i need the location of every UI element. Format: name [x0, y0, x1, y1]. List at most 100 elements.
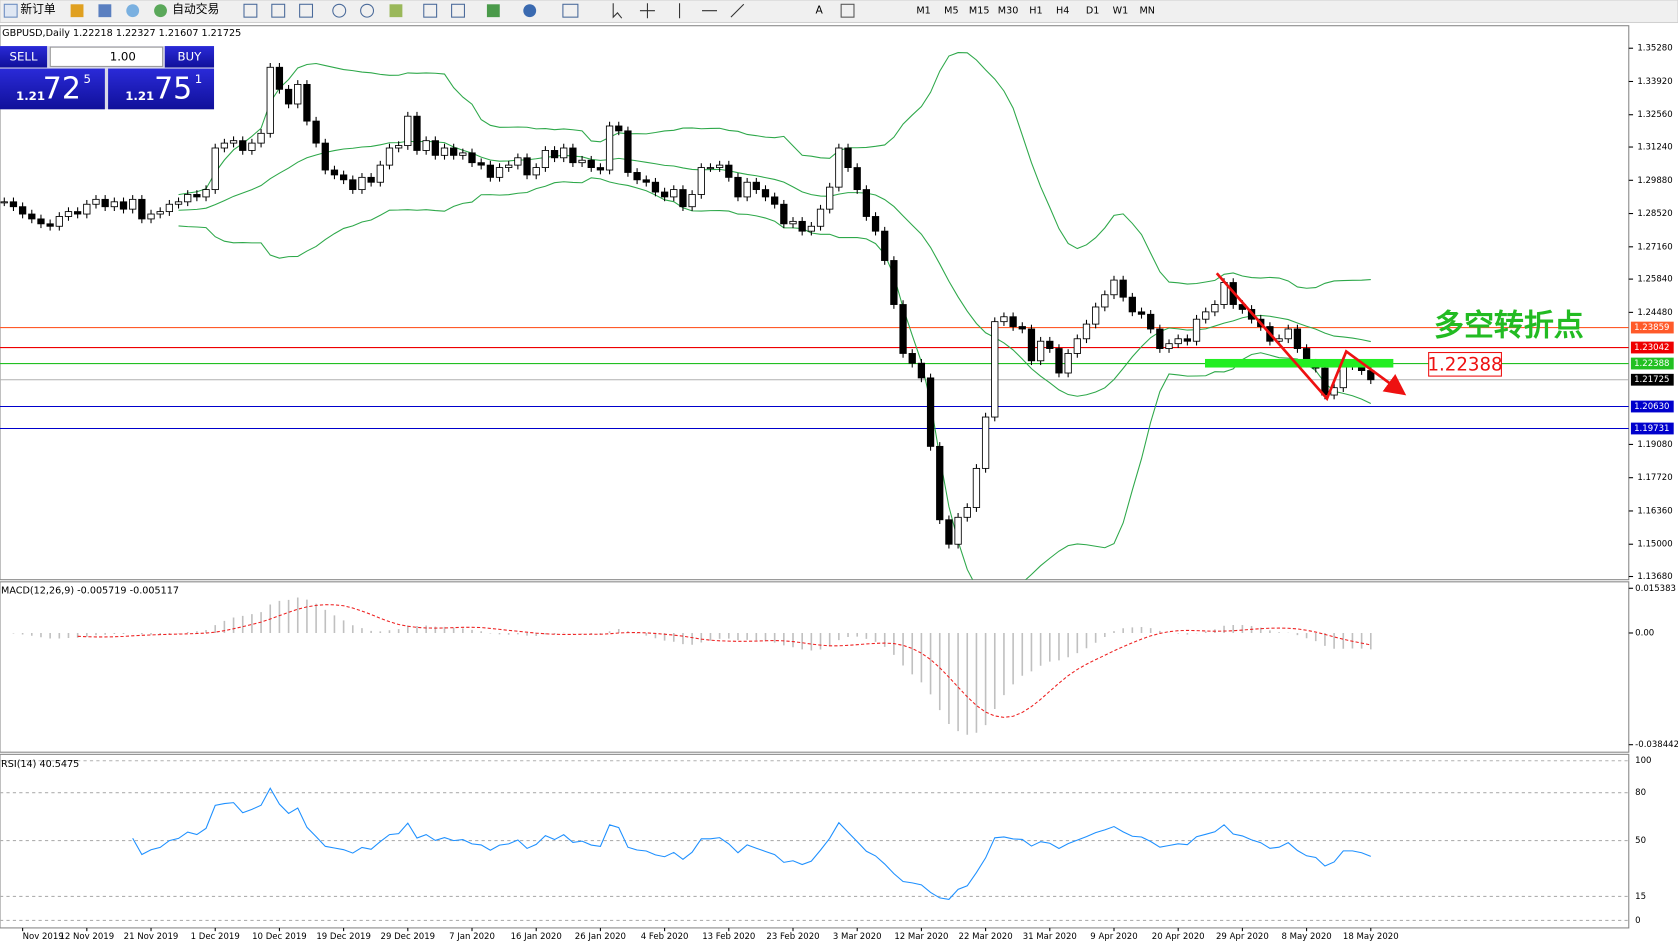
- icon[interactable]: [98, 4, 112, 18]
- timeframe-button[interactable]: M1: [916, 6, 930, 17]
- icon[interactable]: [70, 4, 84, 18]
- candle: [1192, 318, 1201, 342]
- candle: [486, 164, 494, 178]
- line-tools[interactable]: [679, 3, 745, 19]
- buy-button[interactable]: [164, 46, 215, 68]
- sell-button[interactable]: [0, 46, 48, 68]
- price-level-label: 1.19731: [1634, 424, 1669, 434]
- timeframe-button[interactable]: D1: [1086, 6, 1100, 17]
- timeframe-button[interactable]: M30: [998, 6, 1019, 17]
- buy-price-box[interactable]: [108, 68, 215, 110]
- rsi-label: RSI(14) 40.5475: [1, 759, 79, 770]
- candle: [129, 198, 137, 210]
- candle: [395, 145, 403, 149]
- y-tick-label: 1.24480: [1637, 308, 1672, 318]
- timeframe-button[interactable]: M5: [944, 6, 958, 17]
- text-tool[interactable]: A: [815, 4, 823, 17]
- candle: [229, 140, 238, 144]
- candle: [1183, 338, 1192, 342]
- icon[interactable]: [271, 3, 286, 18]
- new-order-button[interactable]: 新订单: [20, 2, 56, 16]
- main-chart-panel: [0, 25, 1630, 581]
- zoom-out[interactable]: [360, 3, 375, 18]
- periods[interactable]: [523, 4, 537, 18]
- candle: [376, 164, 384, 183]
- timeframe-button[interactable]: H4: [1056, 6, 1069, 17]
- y-tick-label: 1.33920: [1637, 77, 1672, 87]
- label-tool[interactable]: [840, 3, 855, 18]
- candle: [321, 142, 329, 171]
- candle: [330, 169, 339, 176]
- trade-panel: SELL 1.00 BUY 1.21 72 5 1.21 75 1: [0, 46, 215, 110]
- candle: [74, 211, 82, 215]
- candle: [477, 162, 485, 166]
- zoom-in[interactable]: [332, 3, 347, 18]
- toolbar: [0, 0, 1678, 24]
- candle: [138, 198, 146, 220]
- timeframe-button[interactable]: M15: [969, 6, 990, 17]
- candle: [789, 220, 797, 225]
- candle: [798, 220, 806, 232]
- buy-label[interactable]: BUY: [177, 49, 202, 63]
- crosshair-tool[interactable]: [639, 3, 655, 19]
- candle: [660, 191, 669, 198]
- candle: [752, 181, 760, 191]
- icon[interactable]: [243, 3, 258, 18]
- macd-label: MACD(12,26,9) -0.005719 -0.005117: [1, 585, 179, 596]
- sell-label[interactable]: SELL: [10, 49, 38, 63]
- lot-field[interactable]: [49, 46, 164, 67]
- x-tick-label: 16 Jan 2020: [511, 932, 562, 942]
- candle: [404, 115, 412, 146]
- candle: [642, 179, 650, 183]
- icon[interactable]: [299, 3, 314, 18]
- y-tick-label: 100: [1635, 756, 1651, 766]
- macd-panel: [0, 581, 1630, 753]
- candle: [633, 172, 641, 181]
- icon[interactable]: [126, 4, 140, 18]
- candle: [945, 519, 953, 545]
- new-order-icon[interactable]: [3, 3, 18, 18]
- x-tick-label: 23 Feb 2020: [766, 932, 819, 942]
- cursor-tool[interactable]: [612, 3, 623, 19]
- candle: [349, 179, 357, 191]
- annotation-price-box: [1428, 351, 1502, 377]
- candle: [908, 353, 916, 364]
- macd-signal: [77, 604, 1371, 718]
- price-level-tag: [1630, 422, 1674, 435]
- icon[interactable]: [423, 3, 438, 18]
- candle: [174, 201, 183, 205]
- candle: [193, 194, 201, 198]
- candle: [826, 186, 834, 210]
- candle: [624, 130, 632, 173]
- y-tick-label: 1.31240: [1637, 143, 1672, 153]
- lot-value[interactable]: 1.00: [110, 49, 136, 63]
- candle: [670, 189, 678, 198]
- indicators[interactable]: [486, 4, 500, 18]
- y-tick-label: 1.32560: [1637, 110, 1672, 120]
- rsi-line: [132, 787, 1371, 900]
- icon[interactable]: [389, 4, 403, 18]
- buy-price-sup: 1: [195, 72, 202, 86]
- auto-trading-button[interactable]: 自动交易: [172, 2, 219, 16]
- candle: [1082, 323, 1091, 340]
- candle: [605, 125, 614, 171]
- y-tick-label: 1.19080: [1637, 440, 1672, 450]
- x-tick-label: 4 Feb 2020: [641, 932, 689, 942]
- candle: [926, 377, 935, 447]
- candle: [165, 203, 174, 213]
- timeframe-button[interactable]: W1: [1113, 6, 1129, 17]
- rsi-plot: [0, 760, 1629, 921]
- candle: [844, 147, 852, 169]
- candle: [771, 196, 779, 205]
- candle: [807, 225, 815, 232]
- auto-trading-icon[interactable]: [154, 4, 167, 18]
- x-tick-label: 8 May 2020: [1281, 932, 1331, 942]
- sell-price-box[interactable]: [0, 68, 105, 110]
- candle: [266, 66, 274, 134]
- timeframe-button[interactable]: H1: [1029, 6, 1042, 17]
- icon[interactable]: [451, 3, 465, 18]
- templates[interactable]: [562, 3, 579, 18]
- candle: [541, 150, 550, 169]
- timeframe-button[interactable]: MN: [1139, 6, 1155, 17]
